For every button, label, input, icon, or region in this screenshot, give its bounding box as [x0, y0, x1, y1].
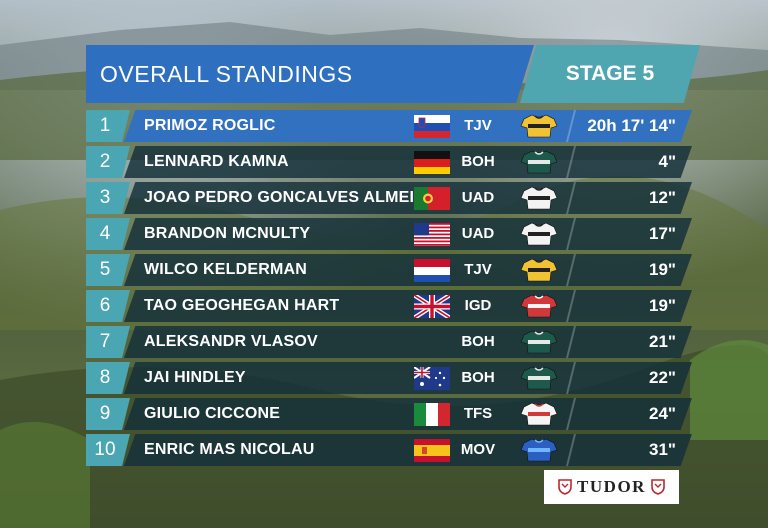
time-gap: 20h 17' 14" [587, 116, 676, 135]
team-code: BOH [461, 153, 495, 170]
rider-name: LENNARD KAMNA [144, 153, 289, 170]
time-gap: 12" [649, 188, 676, 207]
standings-row: 8 JAI HINDLEY BOH 22" [86, 362, 692, 394]
rank-number: 10 [86, 434, 130, 466]
row-background [124, 110, 692, 142]
rider-name: WILCO KELDERMAN [144, 261, 307, 278]
rank-number: 1 [86, 110, 130, 142]
team-code: TFS [463, 405, 493, 422]
rider-name: JOAO PEDRO GONCALVES ALMEIDA [144, 189, 438, 206]
australia-flag-icon [414, 367, 450, 390]
time-gap: 31" [649, 440, 676, 459]
italy-flag-icon [414, 403, 450, 426]
team-jersey-icon [520, 114, 558, 138]
team-jersey-icon [520, 366, 558, 390]
usa-flag-icon [414, 223, 450, 246]
tudor-sponsor-logo: TUDOR [544, 470, 679, 504]
team-code: BOH [461, 369, 495, 386]
shield-icon [651, 479, 665, 495]
uk-flag-icon [414, 295, 450, 318]
standings-row: 6 TAO GEOGHEGAN HART IGD 19" [86, 290, 692, 322]
sponsor-name: TUDOR [577, 477, 646, 496]
netherlands-flag-icon [414, 259, 450, 282]
team-jersey-icon [520, 186, 558, 210]
time-gap: 22" [649, 368, 676, 387]
team-jersey-icon [520, 294, 558, 318]
standings-row: 3 JOAO PEDRO GONCALVES ALMEIDA UAD 12" [86, 182, 692, 214]
row-background [124, 254, 692, 286]
shield-icon [558, 479, 572, 495]
row-background [124, 218, 692, 250]
rider-name: ENRIC MAS NICOLAU [144, 441, 315, 458]
standings-row: 4 BRANDON MCNULTY UAD 17" [86, 218, 692, 250]
time-gap: 21" [649, 332, 676, 351]
time-gap: 17" [649, 224, 676, 243]
overall-standings-title: OVERALL STANDINGS [86, 45, 534, 103]
standings-row: 5 WILCO KELDERMAN TJV 19" [86, 254, 692, 286]
team-code: MOV [460, 441, 496, 458]
team-jersey-icon [520, 402, 558, 426]
rider-name: PRIMOZ ROGLIC [144, 117, 276, 134]
rank-number: 6 [86, 290, 130, 322]
rank-number: 4 [86, 218, 130, 250]
rider-name: BRANDON MCNULTY [144, 225, 311, 242]
team-jersey-icon [520, 438, 558, 462]
team-code: TJV [464, 261, 492, 278]
row-background [124, 326, 692, 358]
team-jersey-icon [520, 258, 558, 282]
row-background [124, 434, 692, 466]
team-jersey-icon [520, 150, 558, 174]
rank-number: 5 [86, 254, 130, 286]
rider-name: JAI HINDLEY [144, 369, 246, 386]
time-gap: 24" [649, 404, 676, 423]
rank-number: 8 [86, 362, 130, 394]
portugal-flag-icon [414, 187, 450, 210]
team-code: BOH [461, 333, 495, 350]
team-code: UAD [461, 189, 495, 206]
row-background [124, 182, 692, 214]
time-gap: 4" [658, 152, 676, 171]
team-code: IGD [464, 297, 492, 314]
row-background [124, 146, 692, 178]
row-background [124, 398, 692, 430]
team-jersey-icon [520, 222, 558, 246]
rank-number: 7 [86, 326, 130, 358]
rank-number: 9 [86, 398, 130, 430]
rider-name: ALEKSANDR VLASOV [144, 333, 318, 350]
rank-number: 3 [86, 182, 130, 214]
standings-row: 7 ALEKSANDR VLASOV BOH 21" [86, 326, 692, 358]
team-jersey-icon [520, 330, 558, 354]
slovenia-flag-icon [414, 115, 450, 138]
standings-row: 2 LENNARD KAMNA BOH 4" [86, 146, 692, 178]
row-background [124, 362, 692, 394]
stage-label: STAGE 5 [520, 45, 700, 103]
standings-row: 9 GIULIO CICCONE TFS 24" [86, 398, 692, 430]
time-gap: 19" [649, 296, 676, 315]
rider-name: GIULIO CICCONE [144, 405, 281, 422]
team-code: TJV [464, 117, 492, 134]
team-code: UAD [461, 225, 495, 242]
spain-flag-icon [414, 439, 450, 462]
rider-name: TAO GEOGHEGAN HART [144, 297, 340, 314]
standings-row: 1 PRIMOZ ROGLIC TJV 20h 17' 14" [86, 110, 692, 142]
row-background [124, 290, 692, 322]
standings-row: 10 ENRIC MAS NICOLAU MOV 31" [86, 434, 692, 466]
rank-number: 2 [86, 146, 130, 178]
time-gap: 19" [649, 260, 676, 279]
germany-flag-icon [414, 151, 450, 174]
